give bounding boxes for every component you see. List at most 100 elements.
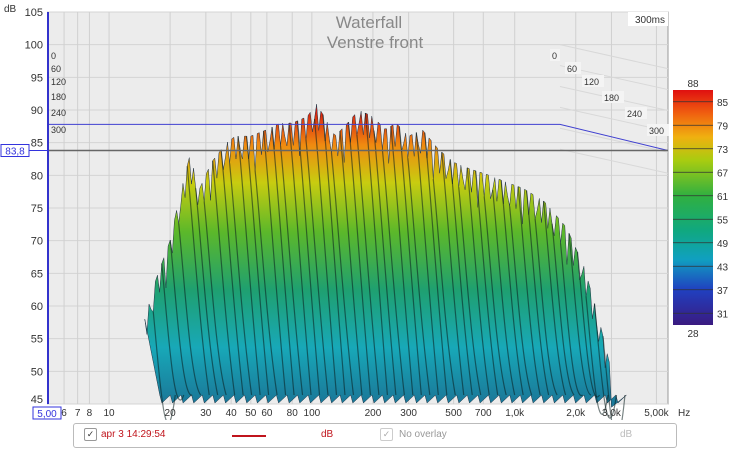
x-tick-label: 200 — [365, 408, 382, 419]
time-span-label: 300ms — [635, 15, 665, 26]
ridge-line — [424, 132, 448, 396]
y-tick-label: 90 — [31, 105, 43, 117]
ridge-line — [381, 149, 405, 396]
ridge-line — [534, 218, 558, 396]
time-gridline — [559, 44, 669, 70]
legend-bar: ✓ apr 3 14:29:54 dB ✓ No overlay dB — [73, 423, 677, 448]
time-slice-label-bg — [565, 62, 581, 74]
x-tick-label: 5,00k — [644, 408, 669, 419]
time-slice-label-right: 180 — [604, 93, 619, 103]
time-slice-label-bg — [582, 75, 604, 87]
ridge-line — [339, 130, 363, 396]
overlay-checkbox[interactable]: ✓ — [380, 428, 393, 441]
ridge-line — [500, 180, 524, 396]
y-tick-label: 45 — [31, 394, 43, 406]
ridge-line — [178, 223, 202, 396]
x-tick-label: 30 — [200, 408, 212, 419]
ridge-line — [203, 201, 227, 396]
ridge-line — [237, 136, 261, 396]
y-tick-label: 70 — [31, 236, 43, 248]
colorbar-tick-label: 79 — [717, 121, 729, 132]
ridge-line — [551, 223, 575, 396]
ridge-line — [602, 336, 626, 420]
time-slice-label-bg — [625, 107, 647, 119]
time-slice-label-right: 60 — [567, 64, 577, 74]
colorbar-tick-label: 55 — [717, 215, 729, 226]
chart-subtitle: Venstre front — [327, 33, 424, 52]
y-tick-label: 65 — [31, 268, 43, 280]
ridge-line — [356, 134, 380, 396]
y-tick-label: 105 — [25, 7, 43, 19]
x-tick-label: 20 — [165, 408, 177, 419]
ridge-line — [568, 233, 592, 396]
ridge-line — [313, 118, 338, 396]
y-axis-label: dB — [4, 4, 17, 15]
colorbar-tick-label: 43 — [717, 262, 729, 273]
x-tick-label: 3,0k — [602, 408, 622, 419]
overlay-label[interactable]: No overlay — [399, 429, 447, 440]
ridge-line — [483, 196, 507, 396]
time-slice-label-right: 120 — [584, 77, 599, 87]
ridge-line — [364, 113, 388, 396]
ridge-line — [475, 170, 499, 396]
ridge-line — [585, 296, 609, 415]
ridge-line — [432, 178, 456, 396]
series-line-swatch — [232, 435, 266, 437]
chart-title: Waterfall — [336, 13, 402, 32]
ridge-line — [322, 114, 346, 396]
time-slice-label-right: 240 — [627, 109, 642, 119]
colorbar-max: 88 — [687, 79, 699, 90]
time-slice-label-bg — [647, 124, 669, 136]
colorbar-tick-label: 73 — [717, 145, 729, 156]
ridge-line — [593, 303, 618, 419]
x-tick-label: 2,0k — [566, 408, 586, 419]
x-tick-label: 1,0k — [505, 408, 525, 419]
time-slice-label-right: 0 — [552, 51, 557, 61]
time-slice-label-left: 240 — [51, 108, 66, 118]
colorbar — [673, 90, 713, 325]
x-tick-label: 700 — [475, 408, 492, 419]
x-tick-label: 40 — [226, 408, 238, 419]
colorbar-tick-label: 61 — [717, 192, 729, 203]
x-tick-label: 60 — [261, 408, 273, 419]
ridge-line — [373, 130, 397, 396]
ridge-line — [229, 163, 253, 396]
colorbar-tick-label: 31 — [717, 309, 729, 320]
x-tick-label: 80 — [287, 408, 299, 419]
series-unit: dB — [321, 429, 334, 440]
x-axis-unit: Hz — [678, 408, 690, 419]
ridge-line — [288, 123, 312, 396]
ridge-line — [492, 189, 516, 396]
ridge-line — [296, 120, 321, 396]
y-cursor-box — [0, 144, 30, 158]
colorbar-tick-label: 67 — [717, 168, 729, 179]
colorbar-tick-label: 49 — [717, 239, 729, 250]
y-tick-label: 80 — [31, 170, 43, 182]
time-slice-label-left: 60 — [51, 64, 61, 74]
ridge-line — [398, 126, 422, 396]
overlay-unit: dB — [620, 429, 633, 440]
ridge-line — [526, 190, 550, 396]
ridge-line — [279, 145, 304, 396]
ridge-line — [195, 188, 219, 396]
y-tick-label: 75 — [31, 203, 43, 215]
colorbar-tick-label: 85 — [717, 98, 729, 109]
time-slice-label-bg — [550, 49, 560, 61]
y-tick-label: 55 — [31, 334, 43, 346]
ridge-line — [458, 187, 482, 396]
y-tick-label: 95 — [31, 72, 43, 84]
time-gridline — [559, 127, 669, 153]
ridge-line — [449, 159, 473, 396]
ridge-line — [509, 206, 533, 396]
time-slice-label-bg — [602, 91, 624, 103]
ridge-line — [161, 263, 185, 401]
series-checkbox[interactable]: ✓ — [84, 428, 97, 441]
ridge-line — [542, 200, 567, 396]
ridge-line — [262, 130, 287, 396]
ridge-line — [466, 167, 490, 396]
x-tick-label: 50 — [245, 408, 257, 419]
series-label: apr 3 14:29:54 — [101, 429, 166, 440]
y-tick-label: 85 — [31, 138, 43, 150]
ridge-line — [415, 132, 439, 396]
x-tick-label: 100 — [304, 408, 321, 419]
